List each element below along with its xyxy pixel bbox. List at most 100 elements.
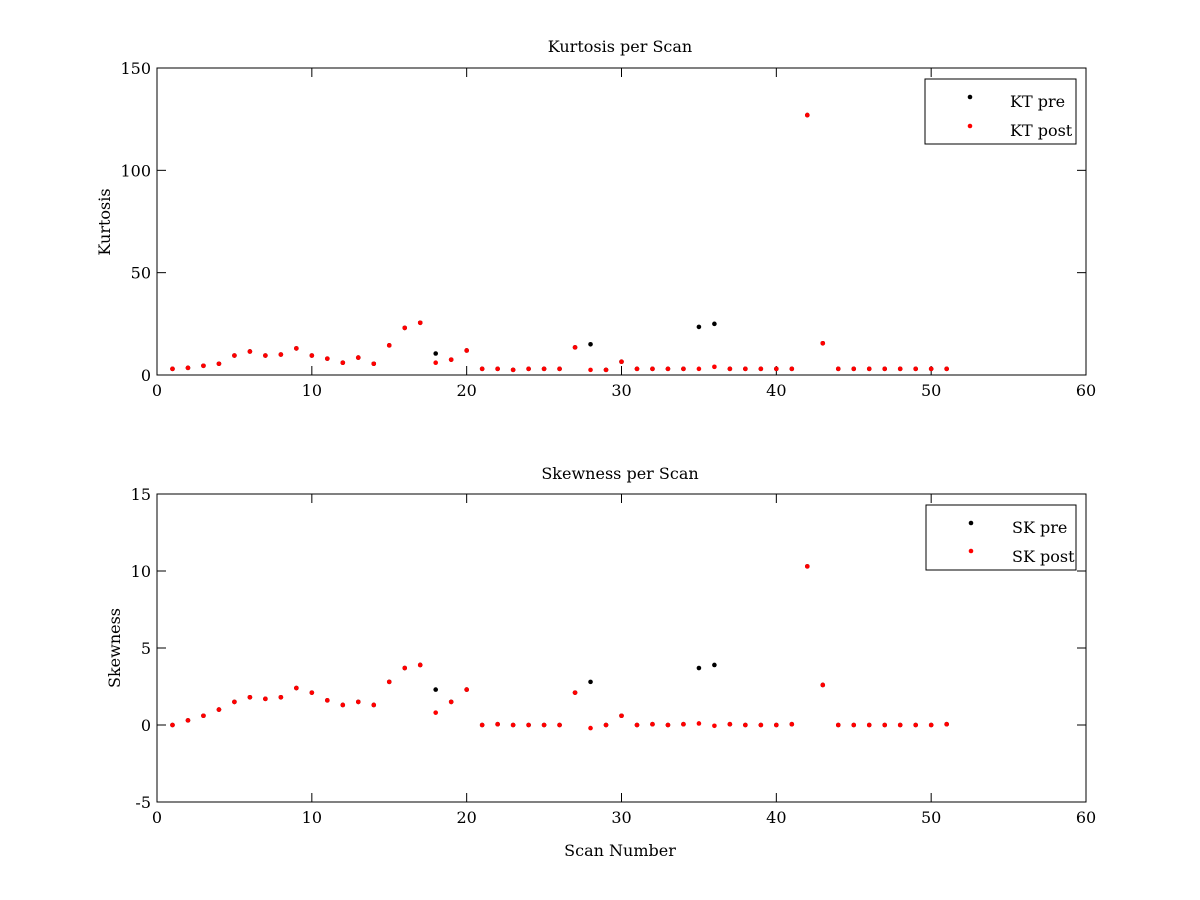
data-point-post — [294, 685, 299, 691]
data-point-post — [170, 722, 175, 728]
data-point-post — [928, 722, 934, 728]
data-point-post — [727, 366, 733, 372]
data-point-post — [340, 360, 346, 366]
x-tick-label: 0 — [152, 808, 162, 827]
data-point-pre — [696, 324, 702, 330]
data-point-post — [743, 366, 748, 372]
y-tick-label: 0 — [141, 366, 151, 385]
x-tick-label: 40 — [766, 808, 786, 827]
x-tick-label: 50 — [921, 808, 941, 827]
data-point-post — [309, 353, 315, 358]
data-point-post — [386, 679, 392, 685]
y-tick-label: 50 — [131, 264, 151, 283]
legend-label-pre: KT pre — [1010, 92, 1065, 111]
data-point-post — [835, 722, 841, 728]
data-point-post — [417, 320, 423, 326]
x-tick-label: 20 — [456, 808, 476, 827]
data-point-post — [774, 722, 779, 728]
x-tick-label: 50 — [921, 381, 941, 400]
legend-marker-pre — [967, 94, 973, 100]
data-point-post — [758, 722, 764, 728]
data-point-post — [681, 366, 686, 372]
data-point-post — [417, 662, 423, 668]
data-point-post — [712, 364, 717, 370]
x-tick-label: 30 — [611, 381, 631, 400]
data-point-post — [526, 722, 531, 728]
data-point-post — [402, 325, 408, 331]
y-tick-label: 15 — [131, 485, 151, 504]
data-point-post — [897, 366, 903, 372]
data-point-post — [913, 722, 918, 728]
data-point-post — [805, 564, 810, 569]
x-axis-label: Scan Number — [564, 841, 676, 860]
data-point-post — [789, 721, 795, 727]
data-point-post — [433, 710, 439, 715]
data-point-post — [557, 366, 562, 372]
data-point-post — [588, 725, 593, 731]
y-tick-label: 100 — [120, 161, 151, 180]
data-point-post — [541, 366, 547, 372]
data-point-pre — [712, 321, 717, 327]
x-tick-label: 10 — [302, 808, 322, 827]
data-point-post — [247, 349, 253, 354]
legend-box — [924, 78, 1077, 145]
data-point-post — [743, 722, 748, 728]
y-tick-label: 5 — [141, 639, 151, 658]
data-point-post — [510, 367, 516, 373]
x-tick-label: 60 — [1076, 381, 1096, 400]
data-point-post — [882, 722, 888, 728]
data-point-post — [820, 682, 826, 688]
y-tick-label: 150 — [120, 59, 151, 78]
legend: SK pre SK post — [925, 504, 1077, 571]
data-point-post — [309, 690, 315, 695]
data-point-post — [650, 721, 655, 727]
data-point-post — [433, 360, 439, 366]
axis-ticks — [156, 493, 1087, 803]
legend-marker-post — [968, 548, 974, 554]
data-point-post — [448, 357, 454, 362]
legend: KT pre KT post — [924, 78, 1077, 145]
legend-marker-post — [967, 123, 973, 129]
legend-label-post: KT post — [1010, 121, 1073, 140]
data-point-post — [851, 366, 857, 372]
data-point-pre — [588, 679, 593, 685]
data-point-post — [355, 699, 361, 705]
data-point-pre — [433, 687, 439, 692]
data-point-post — [201, 363, 206, 369]
y-tick-label: -5 — [135, 793, 151, 812]
axis-ticks — [156, 67, 1087, 376]
data-point-post — [402, 665, 408, 671]
data-points — [170, 112, 949, 373]
data-point-post — [634, 722, 640, 728]
data-point-post — [866, 366, 872, 372]
x-tick-label: 10 — [302, 381, 322, 400]
data-point-post — [696, 721, 702, 726]
data-point-post — [464, 348, 469, 353]
data-point-post — [727, 721, 733, 727]
skewness-chart: Skewness per Scan 0 10 20 30 40 50 60-5051015 … — [105, 464, 1096, 860]
data-point-post — [263, 696, 268, 702]
data-point-post — [774, 366, 779, 372]
data-point-post — [371, 361, 377, 367]
data-point-post — [386, 343, 392, 348]
y-tick-label: 10 — [131, 562, 151, 581]
data-point-pre — [712, 662, 717, 668]
data-point-post — [263, 353, 268, 358]
data-point-post — [557, 722, 562, 728]
data-point-post — [681, 721, 686, 727]
data-point-post — [247, 694, 253, 700]
data-point-post — [928, 366, 934, 372]
x-tick-label: 40 — [766, 381, 786, 400]
data-point-post — [232, 353, 237, 358]
data-point-post — [665, 722, 671, 728]
data-point-post — [464, 687, 469, 692]
data-point-post — [619, 713, 624, 719]
data-point-post — [185, 718, 191, 723]
data-point-post — [603, 367, 609, 373]
data-point-post — [294, 346, 299, 351]
data-point-post — [216, 361, 222, 367]
data-point-post — [758, 366, 764, 372]
data-point-post — [820, 340, 826, 346]
